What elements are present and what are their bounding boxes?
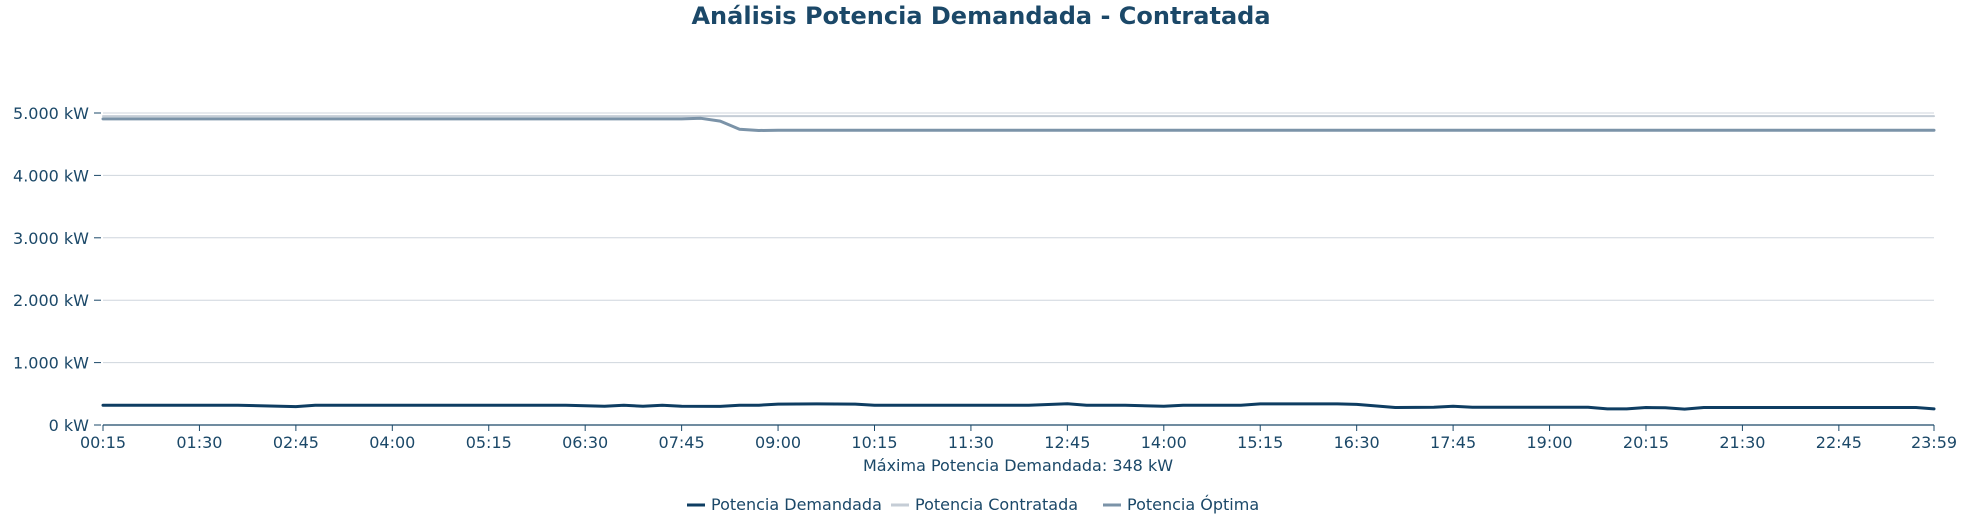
x-tick-label: 16:30 bbox=[1334, 433, 1380, 452]
x-tick-label: 04:00 bbox=[369, 433, 415, 452]
series-line-3[interactable] bbox=[101, 116, 1936, 132]
x-axis: 00:15 01:30 02:45 04:00 05:15 06:30 07:45 09:00… bbox=[80, 424, 1957, 452]
legend-label: Potencia Demandada bbox=[711, 495, 882, 514]
x-tick-label: 23:59 bbox=[1911, 433, 1957, 452]
y-tick-label: 1.000 kW bbox=[13, 354, 89, 373]
x-tick-label: 02:45 bbox=[273, 433, 319, 452]
x-tick-label: 06:30 bbox=[562, 433, 608, 452]
legend-item[interactable]: Potencia Óptima bbox=[1103, 495, 1259, 514]
x-tick-label: 21:30 bbox=[1719, 433, 1765, 452]
y-axis: 0 kW 1.000 kW 2.000 kW 3.000 kW 4.000 kW 5.00… bbox=[13, 104, 101, 435]
x-tick-label: 22:45 bbox=[1816, 433, 1862, 452]
x-tick-label: 07:45 bbox=[659, 433, 705, 452]
x-tick-label: 14:00 bbox=[1141, 433, 1187, 452]
x-tick-label: 10:15 bbox=[851, 433, 897, 452]
legend: Potencia Demandada Potencia Contratada Pot… bbox=[687, 495, 1259, 514]
y-tick-label: 2.000 kW bbox=[13, 291, 89, 310]
y-tick-label: 0 kW bbox=[49, 416, 90, 435]
y-tick-label: 4.000 kW bbox=[13, 166, 89, 185]
x-tick-label: 00:15 bbox=[80, 433, 126, 452]
x-tick-label: 12:45 bbox=[1044, 433, 1090, 452]
legend-item[interactable]: Potencia Demandada bbox=[687, 495, 882, 514]
x-tick-label: 11:30 bbox=[948, 433, 994, 452]
x-tick-label: 20:15 bbox=[1623, 433, 1669, 452]
y-tick-label: 3.000 kW bbox=[13, 229, 89, 248]
x-tick-label: 05:15 bbox=[466, 433, 512, 452]
x-tick-label: 09:00 bbox=[755, 433, 801, 452]
series-line-1[interactable] bbox=[101, 402, 1936, 411]
y-tick-label: 5.000 kW bbox=[13, 104, 89, 123]
legend-label: Potencia Contratada bbox=[915, 495, 1078, 514]
series-lines bbox=[101, 115, 1936, 411]
legend-item[interactable]: Potencia Contratada bbox=[891, 495, 1078, 514]
chart-title: Análisis Potencia Demandada - Contratada bbox=[691, 2, 1271, 30]
x-axis-label: Máxima Potencia Demandada: 348 kW bbox=[863, 456, 1173, 475]
x-tick-label: 19:00 bbox=[1526, 433, 1572, 452]
x-tick-label: 17:45 bbox=[1430, 433, 1476, 452]
x-tick-label: 01:30 bbox=[176, 433, 222, 452]
legend-label: Potencia Óptima bbox=[1127, 495, 1259, 514]
x-tick-label: 15:15 bbox=[1237, 433, 1283, 452]
grid-lines bbox=[103, 112, 1934, 364]
